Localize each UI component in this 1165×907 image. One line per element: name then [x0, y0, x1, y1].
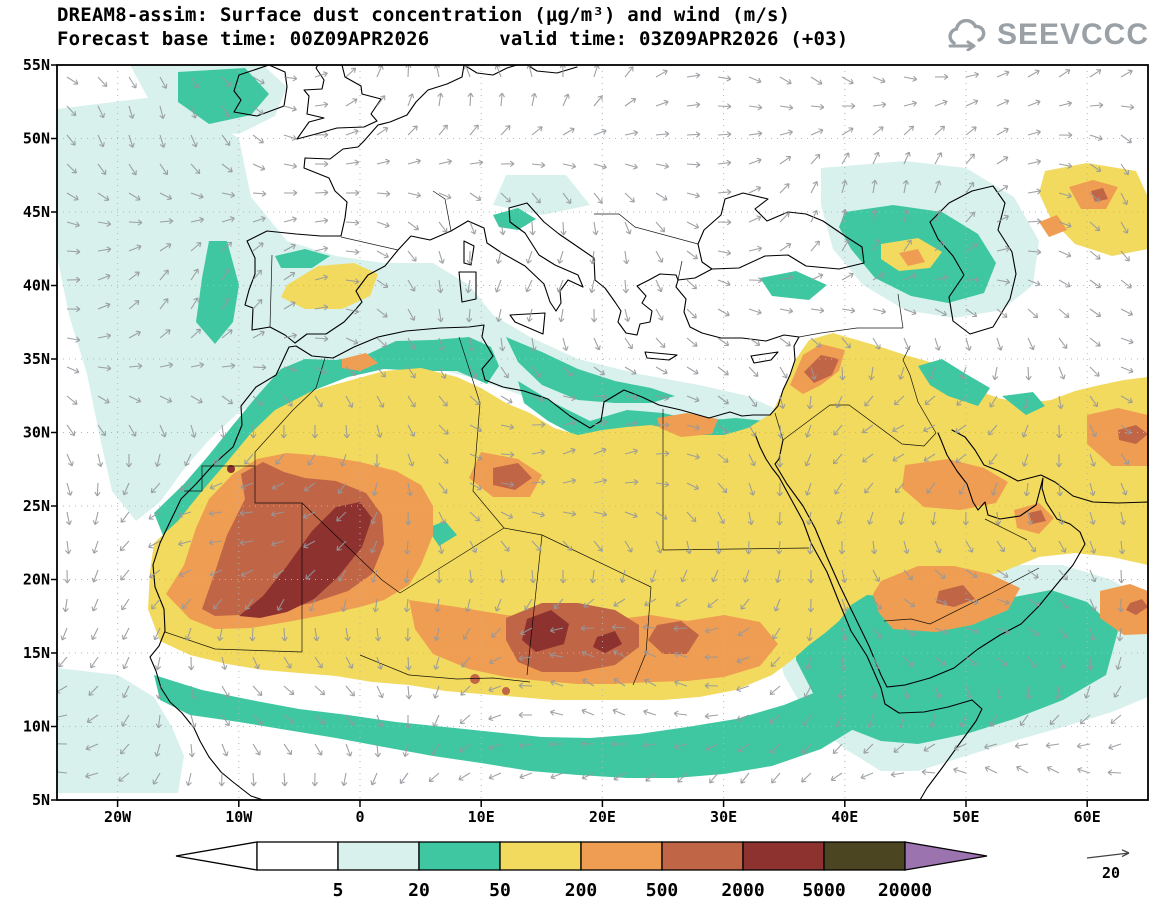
legend-bin — [499, 841, 582, 871]
x-axis-label: 40E — [831, 808, 858, 826]
legend-bin — [418, 841, 501, 871]
x-axis-label: 60E — [1074, 808, 1101, 826]
x-axis-label: 30E — [710, 808, 737, 826]
y-axis-label: 10N — [23, 718, 50, 736]
x-axis-label: 20W — [104, 808, 132, 826]
y-axis-label: 30N — [23, 424, 50, 442]
y-axis-label: 20N — [23, 571, 50, 589]
wind-reference-arrow: 20 — [1086, 849, 1130, 882]
legend-value: 5000 — [802, 880, 845, 901]
legend-under-arrow — [175, 841, 258, 871]
coastlines — [149, 65, 1148, 800]
legend-value: 5 — [333, 880, 344, 901]
x-axis-label: 50E — [952, 808, 979, 826]
y-axis-label: 25N — [23, 497, 50, 515]
seevccc-logo: SEEVCCC — [944, 18, 1149, 52]
legend-bin — [661, 841, 744, 871]
legend-bin — [337, 841, 420, 871]
legend-bin — [580, 841, 663, 871]
x-axis-label: 10E — [468, 808, 495, 826]
y-axis-label: 50N — [23, 130, 50, 148]
legend-value: 2000 — [721, 880, 764, 901]
graticule-grid — [57, 65, 1148, 800]
legend-value: 200 — [565, 880, 598, 901]
y-axis-label: 35N — [23, 350, 50, 368]
axis-labels: 55N 50N 45N 40N 35N 30N 25N 20N 15N 10N 5N 20W 10W 0 1… — [23, 56, 1101, 826]
legend-bin — [823, 841, 906, 871]
y-axis-label: 15N — [23, 644, 50, 662]
y-axis-label: 5N — [32, 791, 50, 809]
legend-over-arrow — [904, 841, 988, 871]
cloud-arrow-icon — [948, 19, 986, 51]
wind-reference-value: 20 — [1102, 864, 1120, 882]
x-axis-label: 0 — [355, 808, 364, 826]
legend-value: 20000 — [878, 880, 932, 901]
legend-value: 50 — [489, 880, 511, 901]
legend-bin — [256, 841, 339, 871]
title-line-1: DREAM8-assim: Surface dust concentration… — [57, 4, 791, 26]
wind-arrows — [57, 65, 1135, 787]
legend-value: 20 — [408, 880, 430, 901]
x-axis-label: 10W — [225, 808, 253, 826]
y-axis-label: 45N — [23, 203, 50, 221]
legend-bin — [742, 841, 825, 871]
color-scale-legend: 5 20 50 200 500 2000 5000 20000 — [175, 841, 988, 901]
legend-value: 500 — [646, 880, 679, 901]
y-axis-label: 40N — [23, 277, 50, 295]
dust-concentration-field — [57, 65, 1148, 793]
map-field — [57, 65, 1148, 800]
title-line-2: Forecast base time: 00Z09APR2026 valid t… — [57, 28, 849, 50]
logo-text: SEEVCCC — [996, 18, 1149, 51]
country-borders — [164, 190, 1040, 686]
y-axis-label: 55N — [23, 56, 50, 74]
x-axis-label: 20E — [589, 808, 616, 826]
